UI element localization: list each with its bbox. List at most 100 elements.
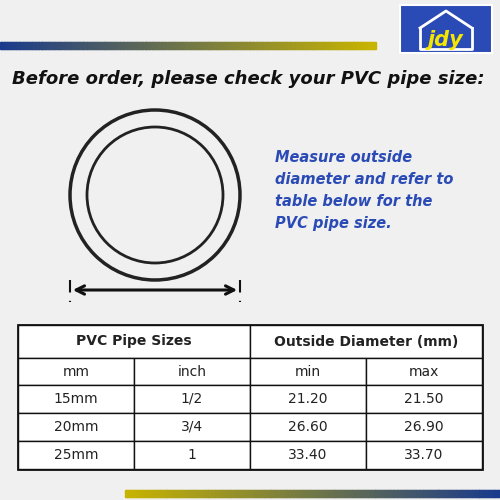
Bar <box>366 358 482 385</box>
Bar <box>466 490 468 497</box>
Bar <box>228 490 230 497</box>
Bar <box>128 42 130 49</box>
Bar <box>128 490 130 497</box>
Bar <box>288 42 290 49</box>
Bar <box>358 42 360 49</box>
Bar <box>208 42 210 49</box>
Bar <box>140 42 142 49</box>
Bar <box>434 490 436 497</box>
Bar <box>366 385 482 413</box>
Bar <box>293 42 295 49</box>
Bar <box>230 42 232 49</box>
Bar <box>197 490 198 497</box>
Bar <box>132 42 134 49</box>
Bar <box>66 42 68 49</box>
Bar <box>44 42 46 49</box>
Bar <box>318 490 320 497</box>
Bar <box>262 42 264 49</box>
Bar <box>393 490 395 497</box>
Bar <box>134 42 136 49</box>
Bar <box>304 490 306 497</box>
Bar <box>306 490 308 497</box>
Bar <box>310 42 312 49</box>
Bar <box>16 42 18 49</box>
Bar <box>219 490 220 497</box>
Bar <box>371 490 373 497</box>
Bar <box>280 42 282 49</box>
Bar <box>32 42 34 49</box>
Bar <box>368 490 370 497</box>
Bar <box>448 490 449 497</box>
Bar <box>18 413 134 441</box>
Bar <box>198 42 200 49</box>
Bar <box>488 490 490 497</box>
Bar <box>222 490 224 497</box>
Bar <box>352 490 354 497</box>
Bar <box>226 490 228 497</box>
Bar <box>129 42 131 49</box>
Bar <box>145 42 147 49</box>
Bar <box>427 490 428 497</box>
Bar <box>492 490 494 497</box>
Text: Measure outside: Measure outside <box>275 150 412 165</box>
Bar <box>138 42 140 49</box>
Bar <box>204 42 206 49</box>
Bar <box>418 490 420 497</box>
Bar <box>54 42 56 49</box>
Bar <box>46 42 48 49</box>
Bar <box>34 42 35 49</box>
Bar <box>188 490 190 497</box>
Bar <box>428 490 430 497</box>
Bar <box>141 490 143 497</box>
Bar <box>162 490 164 497</box>
Bar <box>372 490 374 497</box>
Bar <box>236 42 238 49</box>
Bar <box>444 490 446 497</box>
Bar <box>245 490 247 497</box>
Bar <box>90 42 92 49</box>
Bar <box>232 490 234 497</box>
Text: PVC Pipe Sizes: PVC Pipe Sizes <box>76 334 192 348</box>
Bar <box>117 42 119 49</box>
Bar <box>216 42 218 49</box>
Bar <box>152 42 154 49</box>
Bar <box>190 490 192 497</box>
Bar <box>100 42 102 49</box>
Bar <box>134 490 136 497</box>
Bar <box>327 490 329 497</box>
Bar <box>382 490 384 497</box>
Bar <box>183 42 185 49</box>
Bar <box>250 413 366 441</box>
Bar <box>292 490 294 497</box>
Bar <box>252 490 254 497</box>
Bar <box>95 42 97 49</box>
Bar <box>396 490 398 497</box>
Bar <box>188 42 190 49</box>
Bar <box>162 42 164 49</box>
Bar <box>158 490 160 497</box>
Bar <box>92 42 94 49</box>
Bar <box>376 490 378 497</box>
Bar <box>57 42 59 49</box>
Bar <box>142 490 144 497</box>
Bar <box>469 490 471 497</box>
Bar <box>480 490 482 497</box>
Bar <box>410 490 412 497</box>
Bar <box>274 490 276 497</box>
Bar <box>125 490 127 497</box>
Bar <box>326 490 328 497</box>
Bar <box>452 490 454 497</box>
Bar <box>265 42 267 49</box>
Bar <box>156 42 158 49</box>
Bar <box>274 42 276 49</box>
Bar <box>360 490 362 497</box>
Bar <box>361 490 363 497</box>
Bar <box>221 42 223 49</box>
Bar <box>273 490 275 497</box>
Bar <box>126 42 128 49</box>
Bar <box>308 42 310 49</box>
Bar <box>344 490 345 497</box>
Bar <box>372 42 374 49</box>
Bar <box>487 490 489 497</box>
Text: 20mm: 20mm <box>54 420 98 434</box>
